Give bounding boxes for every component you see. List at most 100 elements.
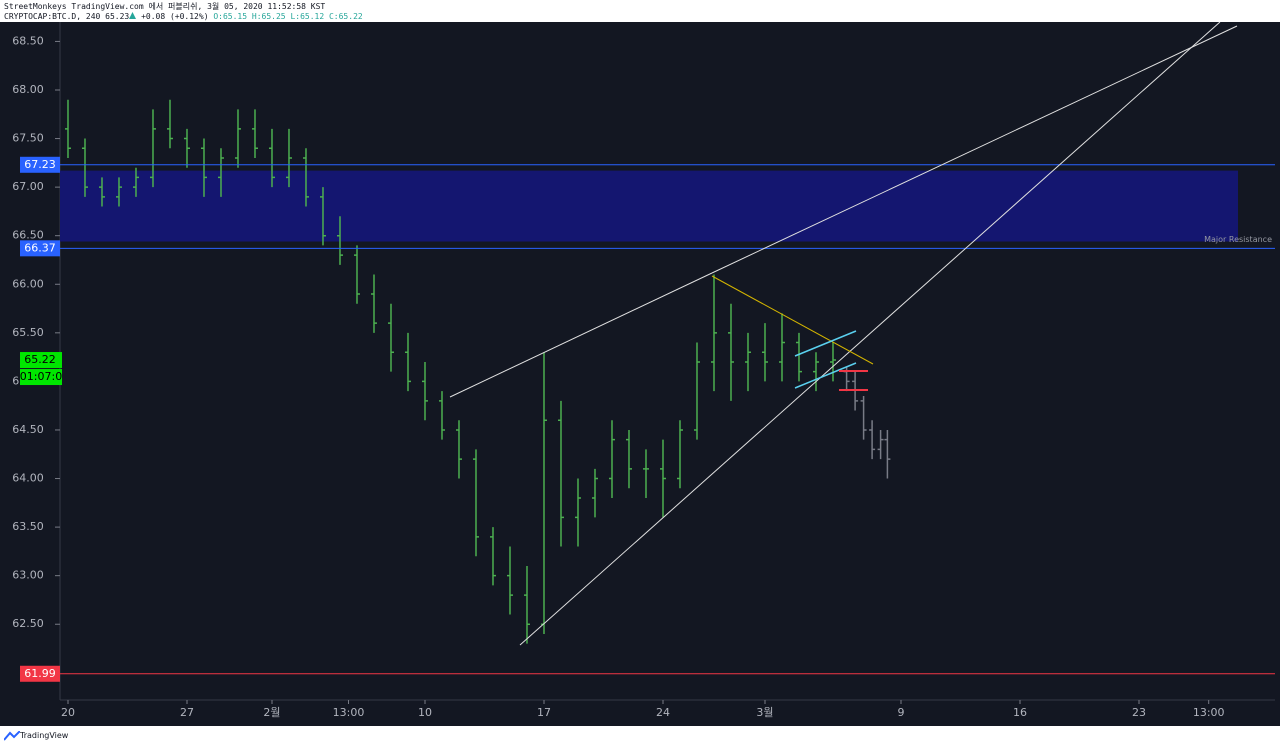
y-tick-label: 68.00: [12, 83, 44, 96]
ohlc-bar: [877, 429, 884, 460]
x-tick-label: 24: [656, 706, 670, 719]
x-tick-label: 3월: [756, 706, 773, 719]
ohlc-bar: [761, 323, 768, 382]
logo: [4, 731, 20, 741]
countdown: 01:07:0: [20, 370, 62, 383]
y-tick-label: 68.50: [12, 34, 44, 47]
ohlc-bar: [608, 420, 615, 498]
y-tick-label: 62.50: [12, 617, 44, 630]
x-tick-label: 10: [418, 706, 432, 719]
last: 65.23: [105, 12, 130, 21]
ohlc-bar: [852, 371, 859, 411]
ohlc-bar: [829, 342, 836, 382]
ohlc-bar: [404, 332, 411, 392]
x-tick-label: 17: [537, 706, 551, 719]
ohlc-bar: [557, 400, 564, 547]
level-label: 67.23: [24, 158, 56, 171]
y-tick-label: 64.50: [12, 423, 44, 436]
header-line2: CRYPTOCAP:BTC.D, 240 65.23 +0.08 (+0.12%…: [4, 12, 363, 22]
level-label: 61.99: [24, 667, 56, 680]
last-price-bg: [20, 352, 62, 369]
x-tick-label: 20: [61, 706, 75, 719]
ohlc-bar: [353, 245, 360, 304]
ohlc-bar: [778, 313, 785, 382]
ohlc-bar: [132, 167, 139, 197]
y-tick-label: 64.00: [12, 472, 44, 485]
ohlc-bar: [744, 332, 751, 392]
ohlc-bar: [200, 138, 207, 197]
ohlc-bar: [710, 274, 717, 392]
ohlc-bar: [336, 216, 343, 265]
header: StreetMonkeys TradingView.com 에서 퍼블리쉬, 3…: [4, 2, 363, 22]
change: +0.08 (+0.12%): [141, 12, 209, 21]
level-label-bg: [20, 156, 60, 173]
up-arrow: [129, 12, 137, 19]
ohlc-bar: [591, 468, 598, 518]
level-label: 66.37: [24, 241, 56, 254]
channel-line: [794, 362, 857, 389]
y-tick-label: 67.50: [12, 132, 44, 145]
zone-label: Major Resistance: [1204, 235, 1272, 244]
ohlc-bar: [98, 177, 105, 207]
ohlc-bar: [251, 109, 258, 158]
ohlc-bar: [489, 527, 496, 586]
y-tick-label: 63.00: [12, 569, 44, 582]
ohlc-bar: [455, 420, 462, 479]
background: [0, 22, 1280, 726]
ohlc-bar: [795, 332, 802, 382]
header-line1: StreetMonkeys TradingView.com 에서 퍼블리쉬, 3…: [4, 2, 326, 11]
footer-text: TradingView: [20, 731, 69, 740]
chart: 62.5063.0063.5064.0064.5065.0065.5066.00…: [0, 22, 1280, 726]
footer: TradingView: [0, 726, 1280, 746]
ohlc-bar: [884, 429, 891, 479]
resistance-zone: [60, 170, 1238, 242]
last-price-label: 65.22: [24, 353, 56, 366]
ohlc-bar: [370, 274, 377, 333]
ohlc-bar: [319, 187, 326, 246]
ohlc-bar: [421, 361, 428, 421]
ohlc-low: L:65.12: [290, 12, 325, 21]
ohlc-bar: [506, 546, 513, 615]
ohlc-bar: [642, 449, 649, 498]
y-tick-label: 67.00: [12, 180, 44, 193]
ohlc-bar: [115, 177, 122, 207]
level-label-bg: [20, 240, 60, 257]
drawings: [449, 22, 1238, 646]
ohlc-bar: [676, 420, 683, 489]
ohlc-bar: [166, 99, 173, 149]
ohlc-bar: [693, 342, 700, 440]
ohlc-bar: [727, 303, 734, 401]
ohlc-bar: [234, 109, 241, 168]
ohlc-bar: [472, 449, 479, 557]
countdown-bg: [20, 369, 62, 386]
ohlc-bar: [523, 565, 530, 644]
channel-line: [794, 330, 857, 357]
ohlc-bar: [625, 429, 632, 489]
trend-line: [449, 272, 713, 398]
trend-line: [711, 25, 1238, 274]
y-tick-label: 66.00: [12, 277, 44, 290]
ohlc-bar: [812, 352, 819, 392]
x-tick-label: 27: [180, 706, 194, 719]
ohlc-bar: [217, 148, 224, 197]
ohlc-bar: [574, 478, 581, 547]
ohlc-bar: [285, 128, 292, 188]
x-tick-label: 2월: [263, 706, 280, 719]
x-tick-label: 13:00: [1193, 706, 1225, 719]
trend-line: [711, 275, 874, 365]
ohlc-bar: [64, 99, 71, 158]
symbol: CRYPTOCAP:BTC.D, 240: [4, 12, 101, 21]
ohlc-bar: [438, 391, 445, 440]
x-tick-label: 13:00: [333, 706, 365, 719]
level-label-bg: [20, 665, 60, 682]
y-tick-label: 65.50: [12, 326, 44, 339]
ohlc-bar: [387, 303, 394, 372]
ohlc-bar: [149, 109, 156, 188]
ohlc-open: O:65.15: [213, 12, 248, 21]
ohlc-bar: [302, 148, 309, 207]
x-tick-label: 16: [1013, 706, 1027, 719]
y-tick-label: 66.50: [12, 229, 44, 242]
ohlc-high: H:65.25: [251, 12, 286, 21]
ohlc-bar: [81, 138, 88, 197]
